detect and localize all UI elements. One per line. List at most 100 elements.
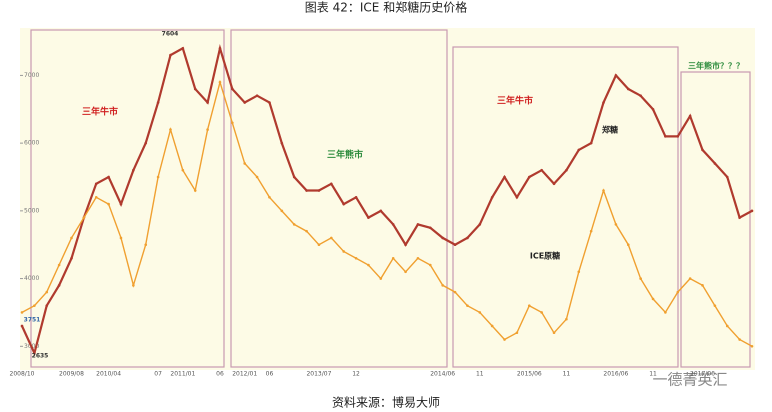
point [305,229,308,233]
point [218,47,222,50]
point [416,223,420,226]
point [193,189,197,192]
point [503,175,506,179]
point [552,182,556,186]
point [503,338,506,341]
y-tick-label: 7000 [24,72,39,79]
point [45,304,49,307]
point [614,74,618,77]
point [82,216,86,219]
x-tick-label: 06 [266,371,274,378]
point [181,168,185,172]
x-tick-label: 2009/08 [59,371,84,378]
point [527,304,531,307]
point [676,135,680,138]
point [552,331,556,335]
point [292,175,296,179]
point [565,168,568,172]
point [156,101,160,104]
y-tick-label: 4000 [24,275,39,282]
point [688,277,692,280]
point [429,263,432,267]
point [565,317,568,321]
point [317,189,321,192]
point [33,351,36,355]
point [243,162,247,165]
point [453,290,457,294]
point [441,284,444,287]
point [45,290,49,294]
point [738,338,741,341]
point [119,236,123,240]
x-tick-label: 11 [563,371,571,378]
x-tick-label: 12 [352,371,360,378]
point [169,53,172,57]
point [354,256,358,260]
point [626,87,630,91]
x-tick-label: 07 [154,371,162,378]
point [132,168,135,172]
point [614,223,618,226]
point [676,290,680,294]
x-tick-label: 2010/04 [96,371,121,378]
point [391,256,395,260]
point [144,243,148,247]
point [701,284,704,287]
point [453,243,457,247]
point [441,236,444,240]
point [268,196,271,199]
x-tick-label: 11 [649,371,657,378]
point [367,263,370,267]
point [602,101,605,104]
point [490,324,494,328]
point [527,175,531,179]
x-tick-label: 06 [216,371,224,378]
point [317,243,321,247]
point [354,196,358,199]
y-tick-label: 6000 [24,140,39,147]
point [255,175,259,179]
point [280,141,284,145]
point [330,236,333,240]
point [701,148,704,152]
annotation: 3751 [24,317,41,324]
point [490,196,494,199]
x-tick-label: 2017/06 [690,371,715,378]
point [231,121,234,125]
point [132,284,135,287]
point [218,80,222,84]
point [367,216,370,219]
point [169,128,172,131]
point [416,256,420,260]
point [305,189,308,192]
annotation: 三年熊市 [327,149,363,161]
regions [30,29,751,368]
x-tick-label: 2014/06 [430,371,455,378]
point [639,277,642,280]
point [206,128,209,131]
point [255,94,259,98]
point [70,256,73,260]
point [750,209,754,213]
annotation: 三年牛市 [82,106,118,118]
point [193,87,197,91]
point [626,243,630,247]
annotation: 7604 [162,31,179,38]
point [280,209,284,213]
x-tick-label: 2008/10 [10,371,35,378]
x-tick-label: 2011/01 [170,371,195,378]
point [57,263,61,267]
point [107,175,110,179]
point [540,311,543,314]
point [107,202,110,206]
y-tick-label: 5000 [24,207,39,214]
region-box [680,71,751,368]
point [330,182,333,186]
point [713,162,717,165]
point [651,297,655,301]
point [144,141,148,145]
point [651,107,655,111]
point [725,175,729,179]
annotation: 2635 [32,353,49,360]
